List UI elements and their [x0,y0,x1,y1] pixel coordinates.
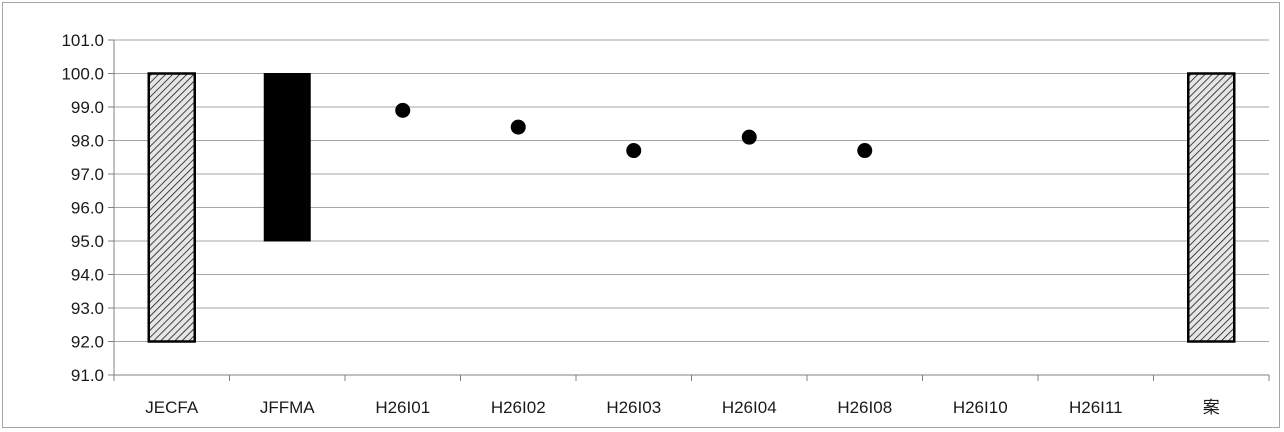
x-tick-label: H26I04 [722,398,777,417]
x-tick-label: H26I10 [953,398,1008,417]
y-tick-label: 93.0 [71,299,104,318]
data-point-h26i03 [626,143,642,159]
x-tick-label: JFFMA [260,398,315,417]
y-tick-label: 94.0 [71,266,104,285]
range-bar-jffma [263,73,311,242]
x-tick-label: H26I02 [491,398,546,417]
y-tick-label: 91.0 [71,366,104,385]
x-tick-label: H26I08 [837,398,892,417]
range-bar-案 [1187,72,1236,343]
data-point-h26i01 [395,102,411,118]
data-point-h26i02 [510,119,526,135]
y-tick-label: 97.0 [71,165,104,184]
data-point-h26i04 [741,129,757,145]
data-point-h26i08 [857,143,873,159]
y-tick-label: 98.0 [71,132,104,151]
x-tick-label: H26I11 [1069,398,1123,417]
y-tick-label: 92.0 [71,333,104,352]
y-tick-label: 100.0 [61,65,104,84]
x-tick-label: JECFA [145,398,199,417]
x-tick-label: H26I01 [375,398,430,417]
x-tick-labels: JECFA JFFMA H26I01 H26I02 H26I03 H26I04 H26I08… [145,398,1219,417]
y-tick-label: 95.0 [71,232,104,251]
y-tick-label: 101.0 [61,31,104,50]
y-tick-label: 96.0 [71,199,104,218]
x-tick-label: H26I03 [606,398,661,417]
x-tick-label: 案 [1203,398,1220,417]
data-points [395,102,873,159]
range-bars [147,72,1236,343]
range-bar-jecfa [147,72,196,343]
axes [108,39,1270,381]
y-tick-labels: 91.0 92.0 93.0 94.0 95.0 96.0 97.0 98.0 99.0 100.… [61,31,104,385]
chart-svg: 91.0 92.0 93.0 94.0 95.0 96.0 97.0 98.0 99.0 100.… [61,31,1270,417]
y-tick-label: 99.0 [71,98,104,117]
